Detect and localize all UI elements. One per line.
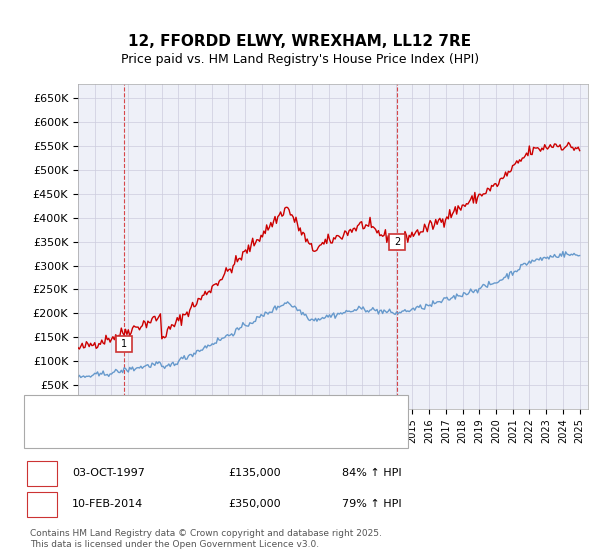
Text: Price paid vs. HM Land Registry's House Price Index (HPI): Price paid vs. HM Land Registry's House … — [121, 53, 479, 66]
Text: £135,000: £135,000 — [228, 468, 281, 478]
Text: 1: 1 — [121, 339, 127, 349]
Text: 12, FFORDD ELWY, WREXHAM, LL12 7RE (detached house): 12, FFORDD ELWY, WREXHAM, LL12 7RE (deta… — [78, 407, 383, 417]
Text: Contains HM Land Registry data © Crown copyright and database right 2025.
This d: Contains HM Land Registry data © Crown c… — [30, 529, 382, 549]
Text: 2: 2 — [38, 499, 46, 509]
Text: 03-OCT-1997: 03-OCT-1997 — [72, 468, 145, 478]
Text: HPI: Average price, detached house, Wrexham: HPI: Average price, detached house, Wrex… — [78, 426, 320, 436]
Text: 1: 1 — [38, 468, 46, 478]
Text: 2: 2 — [394, 237, 401, 246]
Text: 79% ↑ HPI: 79% ↑ HPI — [342, 499, 401, 509]
Text: £350,000: £350,000 — [228, 499, 281, 509]
Text: 84% ↑ HPI: 84% ↑ HPI — [342, 468, 401, 478]
Text: 12, FFORDD ELWY, WREXHAM, LL12 7RE: 12, FFORDD ELWY, WREXHAM, LL12 7RE — [128, 34, 472, 49]
Text: 10-FEB-2014: 10-FEB-2014 — [72, 499, 143, 509]
